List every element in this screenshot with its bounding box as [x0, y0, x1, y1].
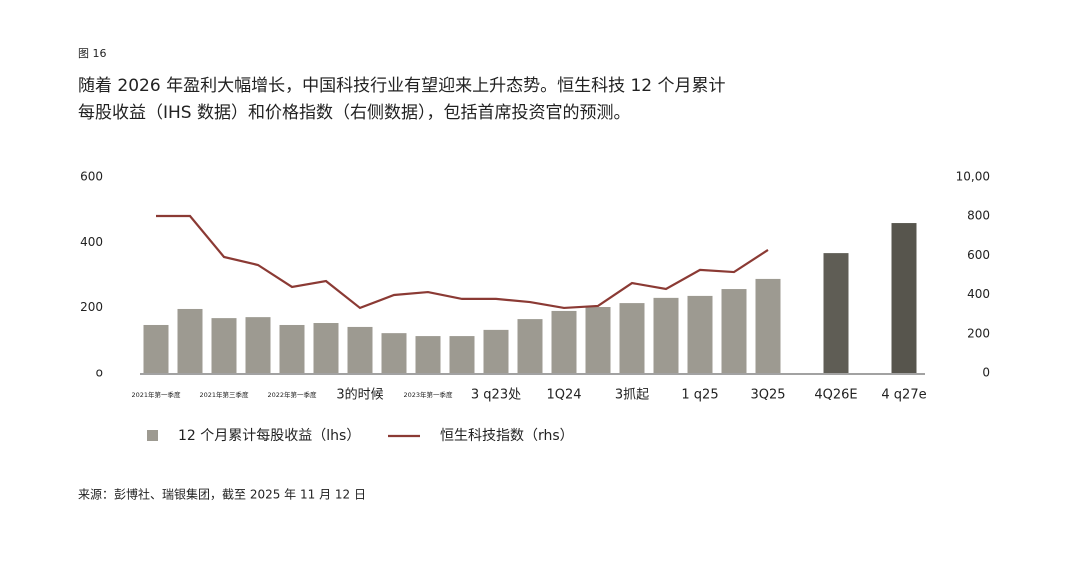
- bar: [585, 307, 611, 373]
- source-note: 来源：彭博社、瑞银集团，截至 2025 年 11 月 12 日: [78, 487, 366, 502]
- chart-title: 随着 2026 年盈利大幅增长，中国科技行业有望迎来上升态势。恒生科技 12 个…: [78, 76, 726, 96]
- legend-label: 恒生科技指数（rhs）: [440, 428, 574, 444]
- bar: [245, 317, 271, 373]
- chart-title: 每股收益（IHS 数据）和价格指数（右侧数据），包括首席投资官的预测。: [78, 103, 631, 123]
- bar: [177, 308, 203, 373]
- bar: [415, 336, 441, 373]
- legend-swatch: [147, 430, 158, 441]
- figure-label: 图 16: [78, 47, 107, 60]
- x-tick-label: 2021年第一季度: [131, 390, 181, 399]
- y-tick-label: o: [96, 366, 103, 380]
- bar: [755, 278, 781, 373]
- bar: [653, 297, 679, 373]
- x-tick-label: 3Q25: [750, 388, 785, 403]
- x-tick-label: 3 q23处: [471, 388, 521, 403]
- y2-tick-label: 10,00: [956, 170, 990, 184]
- x-tick-label: 3抓起: [615, 388, 649, 403]
- y2-tick-label: 800: [967, 209, 990, 223]
- y2-tick-label: 400: [967, 287, 990, 301]
- bar: [143, 324, 169, 373]
- bar: [517, 319, 543, 373]
- bar: [313, 323, 339, 373]
- bar: [381, 333, 407, 373]
- y2-tick-label: 600: [967, 248, 990, 262]
- y2-tick-label: 0: [982, 366, 990, 380]
- bar: [211, 318, 237, 373]
- x-tick-label: 2023年第一季度: [403, 390, 453, 399]
- legend-label: 12 个月累计每股收益（lhs）: [178, 428, 360, 444]
- bar: [449, 336, 475, 373]
- bar: [483, 329, 509, 373]
- x-tick-label: 2021年第三季度: [199, 390, 249, 399]
- x-tick-label: 4Q26E: [814, 388, 857, 403]
- bar: [687, 295, 713, 373]
- y-tick-label: 600: [80, 170, 103, 184]
- line: [156, 214, 769, 310]
- x-tick-label: 1Q24: [546, 388, 581, 403]
- bar: [279, 324, 305, 373]
- x-tick-label: 1 q25: [681, 388, 718, 403]
- x-tick-label: 4 q27e: [881, 388, 926, 403]
- x-tick-label: 3的时候: [336, 387, 383, 403]
- bar: [347, 326, 373, 373]
- bar: [823, 253, 849, 373]
- y-tick-label: 200: [80, 300, 103, 314]
- bar: [551, 310, 577, 373]
- bar: [721, 289, 747, 373]
- bar: [891, 223, 917, 373]
- bar: [619, 303, 645, 373]
- y2-tick-label: 200: [967, 326, 990, 340]
- x-tick-label: 2022年第一季度: [267, 390, 317, 399]
- y-tick-label: 400: [80, 235, 103, 249]
